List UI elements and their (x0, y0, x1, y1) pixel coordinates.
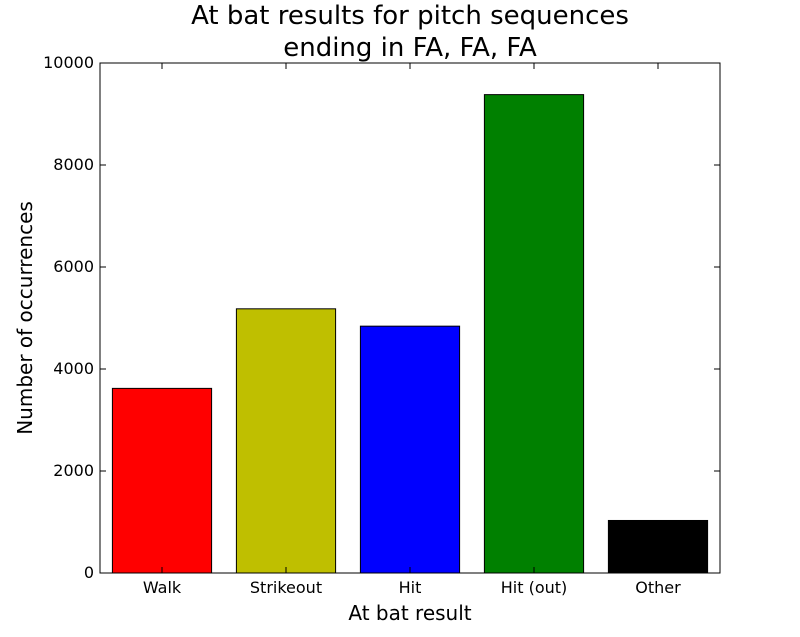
x-tick-label: Strikeout (250, 578, 322, 597)
x-tick-label: Walk (143, 578, 182, 597)
bars-group (111, 94, 709, 574)
x-tick-label: Other (635, 578, 681, 597)
bar-hit-out (483, 94, 585, 574)
y-tick-label: 8000 (53, 155, 94, 174)
y-tick-label: 6000 (53, 257, 94, 276)
plot-frame (99, 62, 721, 574)
y-axis-label: Number of occurrences (13, 201, 37, 435)
ticks-group: Walk Strikeout Hit Hit (out) Other 0 2000 4000 6… (43, 53, 720, 597)
bar-hit (359, 325, 461, 574)
bar-other (607, 519, 709, 574)
x-tick-label: Hit (out) (501, 578, 568, 597)
x-axis-label: At bat result (348, 601, 471, 625)
y-tick-label: 2000 (53, 461, 94, 480)
y-tick-label: 0 (84, 563, 94, 582)
x-tick-label: Hit (399, 578, 422, 597)
y-tick-label: 10000 (43, 53, 94, 72)
bar-walk (111, 387, 213, 574)
y-tick-label: 4000 (53, 359, 94, 378)
chart-title-line-1: At bat results for pitch sequences (191, 1, 629, 31)
chart-title-line-2: ending in FA, FA, FA (283, 33, 537, 63)
bar-strikeout (235, 308, 337, 574)
